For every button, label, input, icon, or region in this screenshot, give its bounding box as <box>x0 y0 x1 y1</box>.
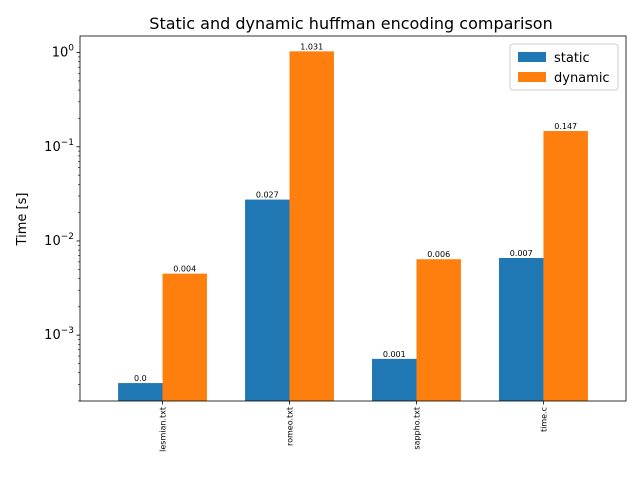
bar-static-2 <box>245 199 290 401</box>
legend-swatch-dynamic <box>518 72 546 82</box>
bar-dynamic-4 <box>543 131 588 401</box>
bar-value-label: 0.0 <box>134 374 147 383</box>
bar-value-label: 0.004 <box>173 265 196 274</box>
y-tick-label: 10−1 <box>44 138 74 155</box>
plot-area: 0.0 0.027 0.001 0.007 0.004 1.031 0.006 0.147 le… <box>44 42 588 452</box>
y-tick-label: 100 <box>52 44 75 61</box>
bar-value-label: 0.147 <box>554 122 577 131</box>
x-tick-label: lesmian.txt <box>159 407 168 452</box>
y-tick-label: 10−2 <box>44 232 74 249</box>
bar-dynamic-2 <box>289 51 334 402</box>
bar-static-1 <box>118 383 163 401</box>
legend: static dynamic <box>509 43 619 91</box>
bar-value-label: 0.001 <box>383 350 406 359</box>
legend-label-dynamic: dynamic <box>554 71 610 86</box>
x-tick-label: romeo.txt <box>286 407 295 446</box>
bar-dynamic-1 <box>162 273 207 401</box>
y-tick-label: 10−3 <box>44 326 74 343</box>
x-tick-label: time.c <box>539 407 548 432</box>
bar-static-3 <box>372 358 417 401</box>
bar-value-label: 0.027 <box>256 191 279 200</box>
legend-label-static: static <box>554 51 590 66</box>
bar-value-label: 0.006 <box>427 250 450 259</box>
bar-value-label: 1.031 <box>300 42 323 51</box>
chart-title: Static and dynamic huffman encoding comp… <box>149 14 552 33</box>
bar-value-label: 0.007 <box>510 249 533 258</box>
bar-dynamic-3 <box>416 259 461 401</box>
plot-frame <box>79 35 627 402</box>
y-axis-label: Time [s] <box>15 193 30 247</box>
bar-static-4 <box>499 257 544 401</box>
x-tick-label: sappho.txt <box>412 407 421 450</box>
legend-swatch-static <box>518 52 546 62</box>
